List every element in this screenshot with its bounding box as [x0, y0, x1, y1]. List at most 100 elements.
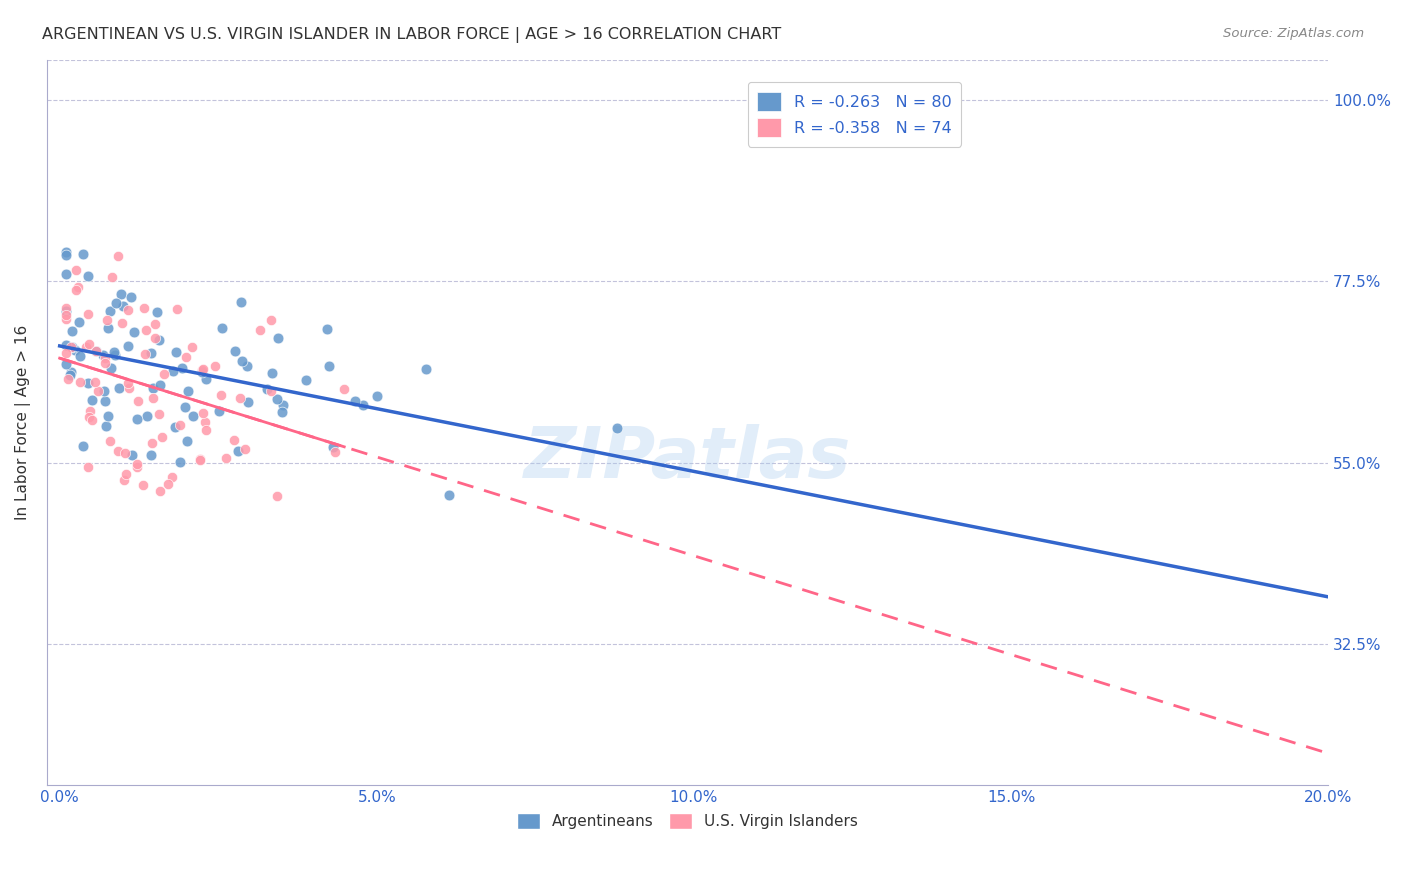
Point	[108, 382, 131, 396]
Point	[211, 321, 233, 335]
Point	[366, 389, 388, 403]
Point	[260, 384, 283, 398]
Point	[84, 343, 107, 358]
Point	[165, 420, 187, 434]
Point	[191, 365, 214, 379]
Point	[229, 295, 252, 310]
Point	[100, 361, 122, 376]
Point	[160, 470, 183, 484]
Point	[156, 476, 179, 491]
Text: ARGENTINEAN VS U.S. VIRGIN ISLANDER IN LABOR FORCE | AGE > 16 CORRELATION CHART: ARGENTINEAN VS U.S. VIRGIN ISLANDER IN L…	[42, 27, 782, 43]
Point	[322, 441, 344, 455]
Point	[209, 388, 232, 402]
Point	[127, 394, 149, 409]
Point	[166, 302, 188, 317]
Point	[170, 361, 193, 376]
Point	[77, 337, 100, 351]
Point	[174, 351, 197, 365]
Point	[195, 423, 218, 437]
Point	[104, 347, 127, 361]
Point	[224, 344, 246, 359]
Point	[55, 312, 77, 326]
Point	[94, 356, 117, 370]
Point	[94, 351, 117, 366]
Point	[98, 304, 121, 318]
Point	[152, 367, 174, 381]
Point	[94, 419, 117, 434]
Point	[176, 434, 198, 448]
Point	[143, 331, 166, 345]
Point	[141, 436, 163, 450]
Point	[76, 268, 98, 283]
Point	[122, 325, 145, 339]
Point	[194, 415, 217, 429]
Point	[191, 362, 214, 376]
Point	[115, 467, 138, 481]
Point	[148, 407, 170, 421]
Point	[111, 316, 134, 330]
Point	[148, 333, 170, 347]
Point	[72, 439, 94, 453]
Point	[135, 323, 157, 337]
Point	[65, 262, 87, 277]
Point	[97, 321, 120, 335]
Point	[188, 452, 211, 467]
Point	[195, 372, 218, 386]
Point	[76, 376, 98, 391]
Point	[125, 412, 148, 426]
Point	[107, 444, 129, 458]
Point	[63, 343, 86, 357]
Point	[132, 301, 155, 315]
Point	[142, 392, 165, 406]
Point	[344, 394, 367, 409]
Point	[177, 384, 200, 399]
Point	[127, 460, 149, 475]
Point	[101, 269, 124, 284]
Point	[127, 457, 149, 471]
Point	[112, 473, 135, 487]
Point	[120, 290, 142, 304]
Point	[273, 398, 295, 412]
Point	[79, 409, 101, 424]
Point	[260, 312, 283, 326]
Point	[150, 430, 173, 444]
Point	[117, 339, 139, 353]
Point	[256, 382, 278, 396]
Point	[117, 303, 139, 318]
Point	[67, 315, 90, 329]
Point	[249, 323, 271, 337]
Point	[60, 365, 83, 379]
Point	[149, 378, 172, 392]
Point	[69, 375, 91, 389]
Point	[606, 421, 628, 435]
Point	[162, 364, 184, 378]
Point	[352, 398, 374, 412]
Point	[121, 448, 143, 462]
Text: Source: ZipAtlas.com: Source: ZipAtlas.com	[1223, 27, 1364, 40]
Point	[60, 340, 83, 354]
Point	[86, 384, 108, 398]
Point	[76, 307, 98, 321]
Point	[143, 317, 166, 331]
Point	[75, 340, 97, 354]
Point	[77, 460, 100, 475]
Point	[165, 345, 187, 359]
Point	[231, 354, 253, 368]
Point	[295, 373, 318, 387]
Point	[226, 444, 249, 458]
Legend: Argentineans, U.S. Virgin Islanders: Argentineans, U.S. Virgin Islanders	[510, 807, 865, 836]
Point	[55, 338, 77, 352]
Point	[55, 301, 77, 315]
Point	[98, 434, 121, 449]
Point	[191, 406, 214, 420]
Point	[318, 359, 340, 373]
Point	[229, 391, 252, 405]
Point	[181, 340, 204, 354]
Point	[65, 283, 87, 297]
Point	[233, 442, 256, 457]
Point	[267, 331, 290, 345]
Point	[204, 359, 226, 373]
Point	[55, 304, 77, 318]
Point	[82, 413, 104, 427]
Point	[139, 448, 162, 462]
